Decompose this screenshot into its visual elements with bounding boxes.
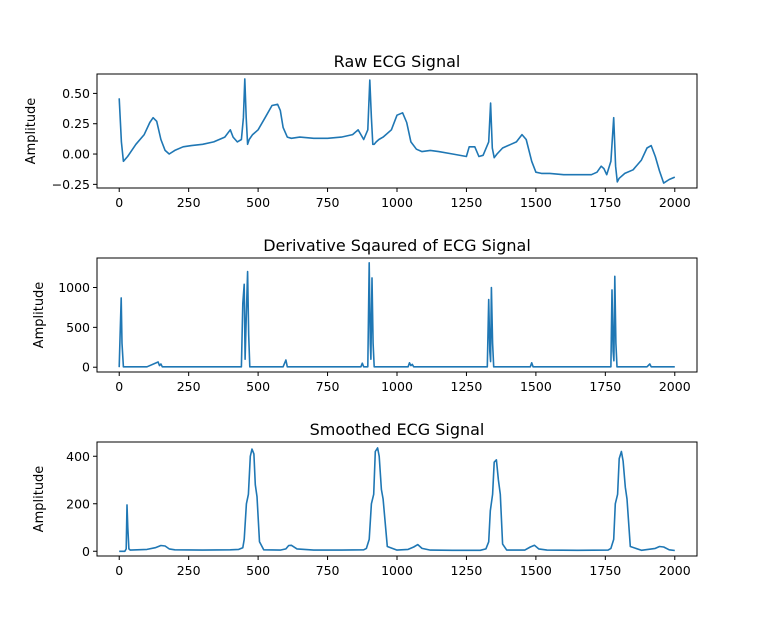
derivative-squared-ytick-label: 1000 — [58, 280, 90, 295]
smoothed-ecg-xtick-label: 500 — [246, 563, 270, 578]
raw-ecg-xtick-label: 1250 — [451, 195, 483, 210]
derivative-squared-xtick-label: 750 — [316, 379, 340, 394]
raw-ecg-xtick-label: 2000 — [659, 195, 691, 210]
derivative-squared-xtick-label: 1000 — [381, 379, 413, 394]
raw-ecg-xtick-label: 750 — [316, 195, 340, 210]
raw-ecg-xtick-label: 500 — [246, 195, 270, 210]
raw-ecg-title: Raw ECG Signal — [334, 52, 461, 71]
smoothed-ecg-xtick-label: 750 — [316, 563, 340, 578]
derivative-squared-xtick-label: 1750 — [589, 379, 621, 394]
raw-ecg-ytick-label: 0.25 — [62, 116, 90, 131]
raw-ecg-panel: Raw ECG Signal Amplitude 0 250 500 750 1000 125… — [24, 52, 698, 210]
derivative-squared-xtick-label: 1250 — [451, 379, 483, 394]
derivative-squared-panel: Derivative Sqaured of ECG Signal Amplitud… — [32, 236, 698, 394]
derivative-squared-xtick-label: 0 — [115, 379, 123, 394]
derivative-squared-axes-frame — [96, 257, 698, 373]
derivative-squared-title: Derivative Sqaured of ECG Signal — [263, 236, 531, 255]
derivative-squared-xtick-label: 2000 — [659, 379, 691, 394]
smoothed-ecg-series-line — [119, 447, 675, 553]
derivative-squared-xtick-label: 250 — [177, 379, 201, 394]
derivative-squared-xtick-label: 500 — [246, 379, 270, 394]
smoothed-ecg-xtick-label: 2000 — [659, 563, 691, 578]
smoothed-ecg-ytick-label: 400 — [66, 449, 90, 464]
smoothed-ecg-xtick-label: 1500 — [520, 563, 552, 578]
raw-ecg-series-line — [118, 78, 676, 184]
smoothed-ecg-xtick-label: 1000 — [381, 563, 413, 578]
smoothed-ecg-panel: Smoothed ECG Signal Amplitude 0 250 500 750 10… — [32, 420, 698, 578]
smoothed-ecg-xtick-label: 1750 — [589, 563, 621, 578]
raw-ecg-ylabel: Amplitude — [24, 98, 39, 165]
raw-ecg-xtick-label: 1750 — [589, 195, 621, 210]
smoothed-ecg-xtick-label: 250 — [177, 563, 201, 578]
derivative-squared-ytick-label: 0 — [82, 360, 90, 375]
raw-ecg-xtick-label: 0 — [115, 195, 123, 210]
smoothed-ecg-xtick-label: 0 — [115, 563, 123, 578]
raw-ecg-xtick-label: 1500 — [520, 195, 552, 210]
raw-ecg-xtick-label: 250 — [177, 195, 201, 210]
derivative-squared-series-line — [118, 261, 675, 368]
derivative-squared-xtick-label: 1500 — [520, 379, 552, 394]
smoothed-ecg-ytick-label: 200 — [66, 496, 90, 511]
derivative-squared-ytick-label: 500 — [66, 320, 90, 335]
raw-ecg-ytick-label: 0.00 — [62, 147, 90, 162]
raw-ecg-axes-frame — [96, 73, 698, 189]
raw-ecg-ytick-label: 0.50 — [62, 86, 90, 101]
derivative-squared-ylabel: Amplitude — [32, 282, 47, 349]
smoothed-ecg-ylabel: Amplitude — [32, 466, 47, 533]
smoothed-ecg-ytick-label: 0 — [82, 544, 90, 559]
smoothed-ecg-xtick-label: 1250 — [451, 563, 483, 578]
smoothed-ecg-axes-frame — [96, 441, 698, 557]
smoothed-ecg-title: Smoothed ECG Signal — [310, 420, 485, 439]
raw-ecg-xtick-label: 1000 — [381, 195, 413, 210]
raw-ecg-ytick-label: −0.25 — [52, 177, 90, 192]
